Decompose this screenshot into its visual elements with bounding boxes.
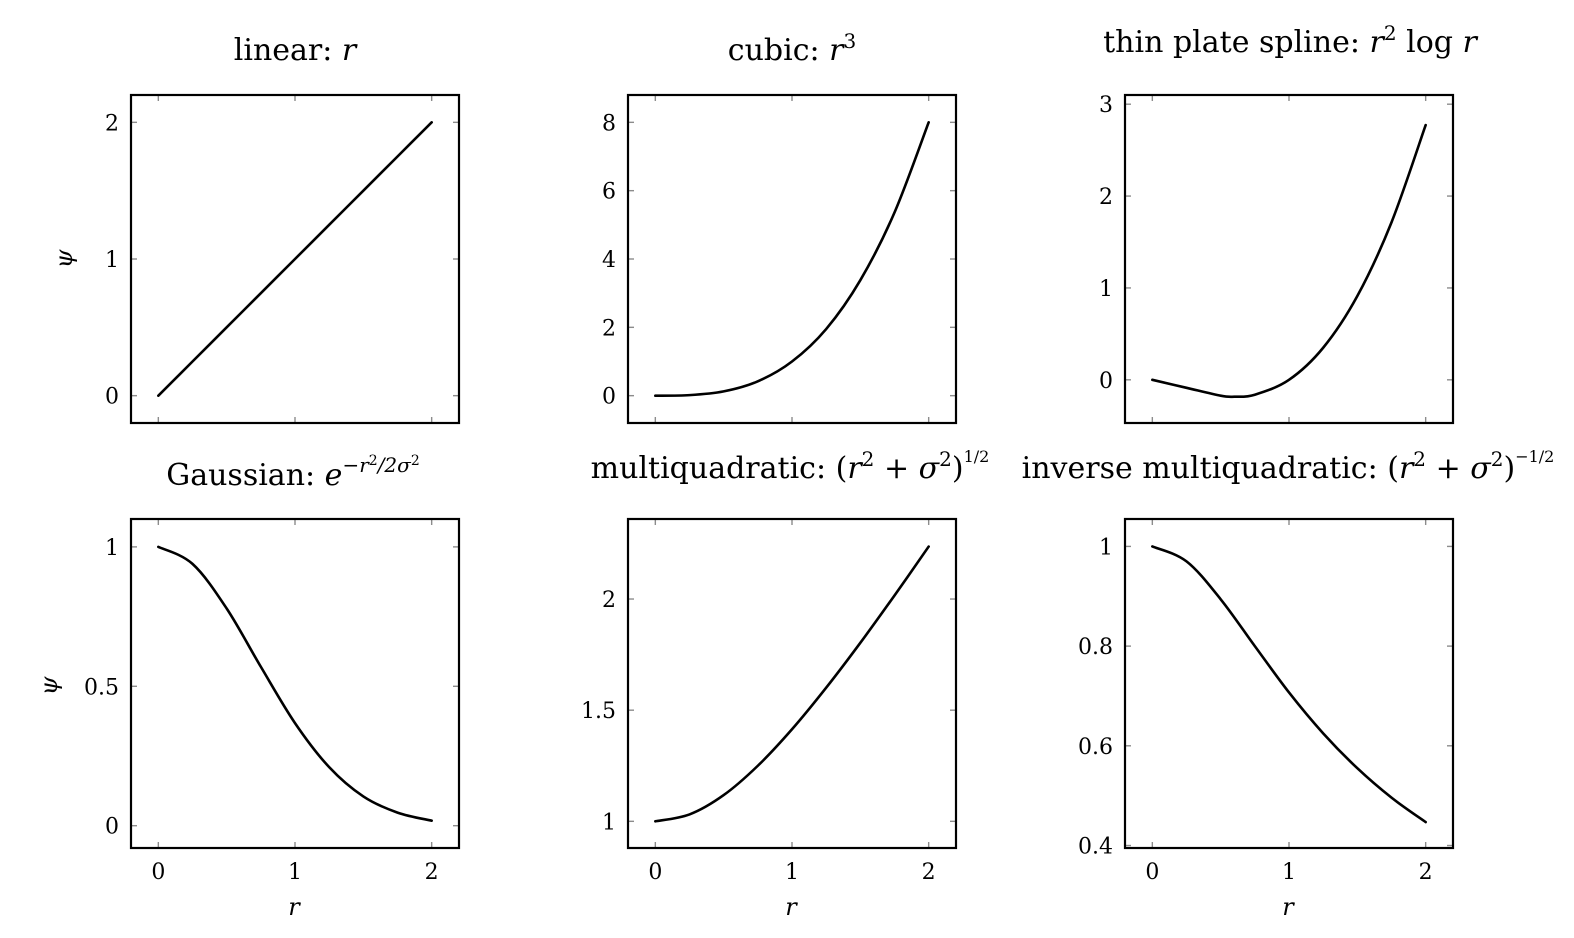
panel-inverse-multiquadratic: inverse multiquadratic: (r2 + σ2)−1/2 r xyxy=(1022,447,1555,921)
x-axis-label: r xyxy=(1282,893,1295,921)
panel-linear: linear: r ψ xyxy=(50,33,358,268)
y-tick-label: 0.6 xyxy=(1078,735,1113,760)
panel-cubic: cubic: r3 xyxy=(728,29,856,68)
y-tick-label: 1.5 xyxy=(581,699,616,724)
chart-title: linear: r xyxy=(234,33,358,68)
y-tick-label: 1 xyxy=(1099,535,1113,560)
chart-title: Gaussian: e−r2/2σ2 xyxy=(166,453,419,493)
panel-thin-plate-spline: thin plate spline: r2 log r xyxy=(1103,21,1478,60)
y-tick-label: 1 xyxy=(105,536,119,561)
x-tick-label: 1 xyxy=(288,860,302,885)
series-line xyxy=(654,545,930,823)
y-tick-label: 0 xyxy=(105,385,119,410)
plot-area: 0 1 2 3 xyxy=(1099,93,1455,425)
y-tick-label: 2 xyxy=(1099,185,1113,210)
plot-frame xyxy=(129,517,461,850)
plot-area: 0 1 2 0 0.5 1 xyxy=(84,517,461,885)
plot-area: 0 1 2 1 1.5 2 xyxy=(581,517,958,885)
y-tick-label: 1 xyxy=(105,248,119,273)
y-tick-label: 2 xyxy=(105,111,119,136)
y-tick-label: 8 xyxy=(602,111,616,136)
plot-areas: 0 1 2 0 2 4 6 8 0 1 2 3 0 1 2 0 0.5 1 0 1 2 1 1.5 2 0 1 2 0.4 0.6 0.8… xyxy=(84,93,1455,885)
x-tick-label: 0 xyxy=(151,860,165,885)
plot-frame xyxy=(1123,93,1455,425)
x-tick-label: 2 xyxy=(1419,860,1433,885)
y-tick-label: 0.8 xyxy=(1078,635,1113,660)
chart-title: multiquadratic: (r2 + σ2)1/2 xyxy=(591,447,990,486)
x-tick-label: 1 xyxy=(785,860,799,885)
y-tick-label: 0 xyxy=(1099,369,1113,394)
plot-area: 0 1 2 xyxy=(105,93,461,425)
series-line xyxy=(1151,545,1427,824)
x-tick-label: 2 xyxy=(922,860,936,885)
x-tick-label: 1 xyxy=(1282,860,1296,885)
y-tick-label: 1 xyxy=(1099,277,1113,302)
x-tick-label: 0 xyxy=(1145,860,1159,885)
y-axis-label: ψ xyxy=(50,248,78,268)
panel-gaussian: Gaussian: e−r2/2σ2 ψ r xyxy=(35,453,420,921)
series-line xyxy=(654,121,930,397)
y-axis-label: ψ xyxy=(35,675,63,695)
chart-title: cubic: r3 xyxy=(728,29,856,68)
y-tick-label: 0 xyxy=(602,385,616,410)
y-tick-label: 2 xyxy=(602,316,616,341)
y-tick-label: 3 xyxy=(1099,93,1113,118)
x-tick-label: 0 xyxy=(648,860,662,885)
x-axis-label: r xyxy=(288,893,301,921)
y-tick-label: 2 xyxy=(602,588,616,613)
plot-frame xyxy=(626,93,958,425)
chart-title: inverse multiquadratic: (r2 + σ2)−1/2 xyxy=(1022,447,1555,486)
plot-frame xyxy=(129,93,461,425)
x-tick-label: 2 xyxy=(425,860,439,885)
y-tick-label: 0 xyxy=(105,815,119,840)
series-line xyxy=(157,545,433,822)
series-line xyxy=(157,121,433,397)
plot-area: 0 1 2 0.4 0.6 0.8 1 xyxy=(1078,517,1455,885)
y-tick-label: 6 xyxy=(602,180,616,205)
y-tick-label: 4 xyxy=(602,248,616,273)
plot-frame xyxy=(1123,517,1455,850)
y-tick-label: 0.4 xyxy=(1078,835,1113,860)
series-line xyxy=(1151,123,1427,399)
y-tick-label: 0.5 xyxy=(84,675,119,700)
plot-frame xyxy=(626,517,958,850)
y-tick-label: 1 xyxy=(602,810,616,835)
chart-title: thin plate spline: r2 log r xyxy=(1103,21,1478,60)
panel-multiquadratic: multiquadratic: (r2 + σ2)1/2 r xyxy=(591,447,990,921)
plot-area: 0 2 4 6 8 xyxy=(602,93,958,425)
x-axis-label: r xyxy=(785,893,798,921)
